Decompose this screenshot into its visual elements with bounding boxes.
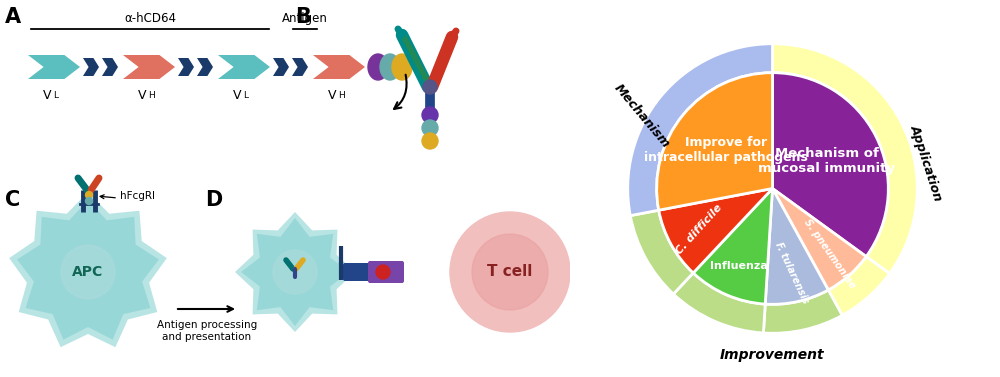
- Polygon shape: [9, 192, 167, 347]
- Polygon shape: [241, 218, 349, 326]
- Circle shape: [422, 107, 438, 123]
- Text: L: L: [243, 91, 248, 100]
- Polygon shape: [235, 212, 355, 332]
- Text: V: V: [328, 89, 336, 102]
- Wedge shape: [693, 188, 773, 304]
- Circle shape: [376, 265, 390, 279]
- Polygon shape: [17, 200, 159, 340]
- Circle shape: [422, 133, 438, 149]
- Text: C: C: [5, 190, 20, 210]
- Polygon shape: [178, 58, 194, 76]
- Text: Antigen: Antigen: [282, 12, 328, 25]
- Text: T cell: T cell: [487, 265, 533, 279]
- Text: APC: APC: [72, 265, 104, 279]
- Circle shape: [61, 245, 115, 299]
- Circle shape: [450, 212, 570, 332]
- Text: L: L: [53, 91, 58, 100]
- Text: Antigen processing
and presentation: Antigen processing and presentation: [157, 320, 257, 342]
- Text: V: V: [42, 89, 51, 102]
- Wedge shape: [628, 44, 773, 216]
- Circle shape: [423, 80, 437, 94]
- Wedge shape: [772, 73, 888, 257]
- Ellipse shape: [368, 54, 388, 80]
- Circle shape: [273, 250, 317, 294]
- Text: A: A: [5, 7, 21, 27]
- Polygon shape: [123, 55, 175, 79]
- Wedge shape: [765, 188, 828, 304]
- Text: hFcgRI: hFcgRI: [120, 191, 155, 201]
- Ellipse shape: [380, 54, 400, 80]
- Wedge shape: [659, 188, 773, 273]
- Wedge shape: [763, 290, 842, 333]
- Polygon shape: [28, 55, 80, 79]
- Wedge shape: [673, 273, 765, 333]
- Text: V: V: [138, 89, 146, 102]
- Wedge shape: [772, 188, 866, 290]
- Wedge shape: [657, 73, 773, 210]
- Circle shape: [472, 234, 548, 310]
- Text: Application: Application: [907, 123, 944, 202]
- Text: F. tularensis: F. tularensis: [773, 241, 810, 305]
- Wedge shape: [772, 44, 917, 274]
- Polygon shape: [83, 58, 99, 76]
- Text: α-hCD64: α-hCD64: [124, 12, 176, 25]
- Text: D: D: [205, 190, 222, 210]
- Circle shape: [422, 120, 438, 136]
- Circle shape: [86, 192, 92, 199]
- Ellipse shape: [392, 54, 412, 80]
- Polygon shape: [102, 58, 118, 76]
- Polygon shape: [273, 58, 289, 76]
- Polygon shape: [218, 55, 270, 79]
- Text: V: V: [232, 89, 241, 102]
- Text: Improve for
intracellular pathogens: Improve for intracellular pathogens: [644, 136, 808, 164]
- Text: H: H: [338, 91, 345, 100]
- FancyArrowPatch shape: [394, 75, 407, 109]
- Polygon shape: [292, 58, 308, 76]
- Text: Improvement: Improvement: [720, 348, 825, 362]
- Text: Influenza: Influenza: [710, 261, 768, 271]
- Circle shape: [86, 198, 92, 204]
- Polygon shape: [197, 58, 213, 76]
- Polygon shape: [313, 55, 365, 79]
- Wedge shape: [828, 257, 890, 316]
- FancyArrowPatch shape: [100, 195, 115, 199]
- Text: B: B: [295, 7, 311, 27]
- Text: Mechanism: Mechanism: [612, 81, 673, 151]
- Text: H: H: [148, 91, 155, 100]
- Text: C. difficile: C. difficile: [674, 202, 724, 256]
- Text: S. pneumoniae: S. pneumoniae: [802, 217, 858, 290]
- Text: Mechanism of
mucosal immunity: Mechanism of mucosal immunity: [758, 147, 895, 175]
- Wedge shape: [630, 210, 693, 294]
- FancyBboxPatch shape: [368, 261, 404, 283]
- FancyBboxPatch shape: [343, 263, 392, 281]
